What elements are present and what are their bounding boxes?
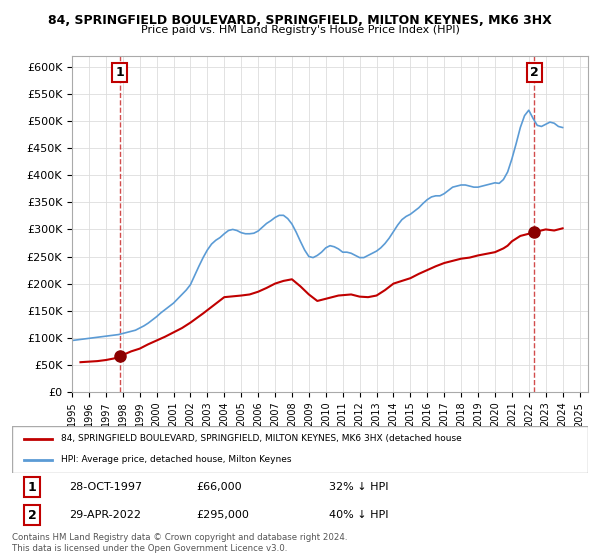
Text: £295,000: £295,000 [196, 510, 249, 520]
Text: 1: 1 [116, 66, 124, 79]
Text: 28-OCT-1997: 28-OCT-1997 [70, 482, 143, 492]
Text: 32% ↓ HPI: 32% ↓ HPI [329, 482, 388, 492]
Text: Contains HM Land Registry data © Crown copyright and database right 2024.
This d: Contains HM Land Registry data © Crown c… [12, 533, 347, 553]
Text: Price paid vs. HM Land Registry's House Price Index (HPI): Price paid vs. HM Land Registry's House … [140, 25, 460, 35]
Text: 2: 2 [530, 66, 539, 79]
Text: 84, SPRINGFIELD BOULEVARD, SPRINGFIELD, MILTON KEYNES, MK6 3HX (detached house: 84, SPRINGFIELD BOULEVARD, SPRINGFIELD, … [61, 435, 462, 444]
Text: 84, SPRINGFIELD BOULEVARD, SPRINGFIELD, MILTON KEYNES, MK6 3HX: 84, SPRINGFIELD BOULEVARD, SPRINGFIELD, … [48, 14, 552, 27]
Text: 40% ↓ HPI: 40% ↓ HPI [329, 510, 388, 520]
Text: 2: 2 [28, 508, 37, 522]
Text: £66,000: £66,000 [196, 482, 242, 492]
Text: HPI: Average price, detached house, Milton Keynes: HPI: Average price, detached house, Milt… [61, 455, 292, 464]
Text: 1: 1 [28, 480, 37, 494]
Text: 29-APR-2022: 29-APR-2022 [70, 510, 142, 520]
FancyBboxPatch shape [12, 426, 588, 473]
